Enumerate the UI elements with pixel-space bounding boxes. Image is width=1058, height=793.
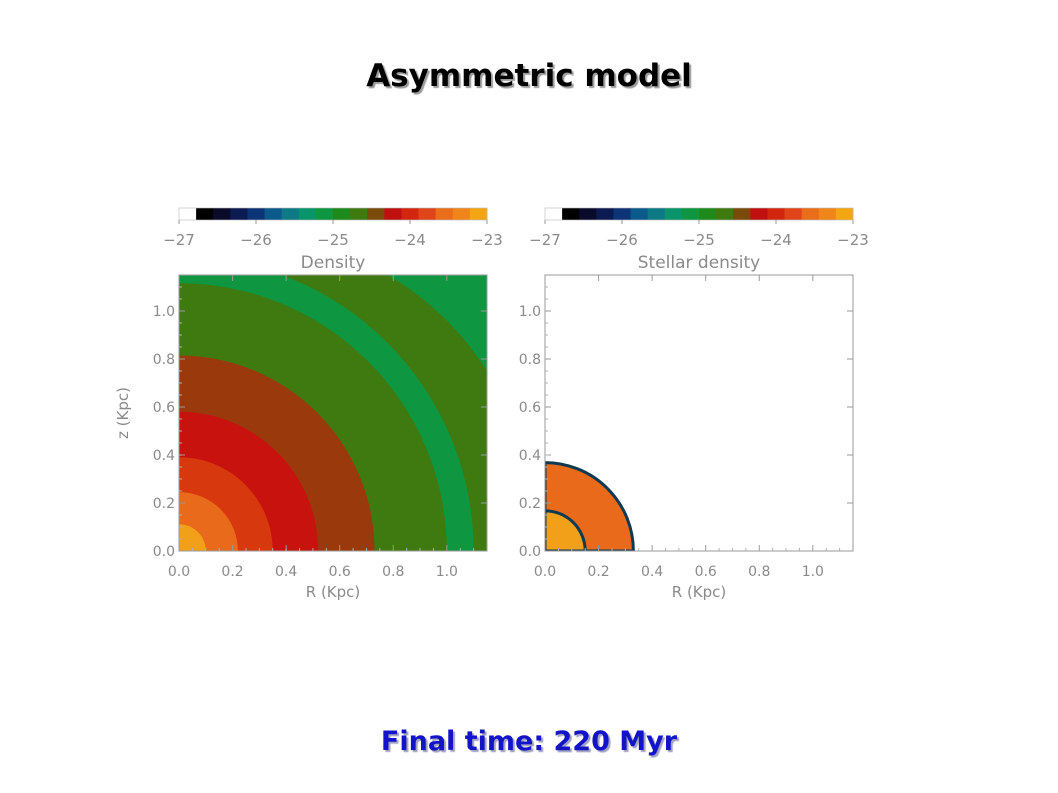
density-y-tick-label: 0.0	[153, 544, 175, 560]
density-colorbar	[178, 207, 488, 221]
stellar-density-colorbar	[544, 207, 854, 221]
density-y-tick-label: 0.4	[153, 448, 175, 464]
stellar-density-colorbar-swatch	[647, 208, 666, 220]
density-x-tick-label: 0.0	[168, 564, 190, 580]
density-x-tick-label: 0.4	[275, 564, 297, 580]
stellar-density-x-tick-label: 0.4	[641, 564, 663, 580]
stellar-density-colorbar-swatch	[767, 208, 786, 220]
density-colorbar-swatch	[452, 208, 471, 220]
stellar-density-y-tick-label: 1.0	[519, 304, 541, 320]
stellar-density-x-tick-label: 0.2	[587, 564, 609, 580]
stellar-density-colorbar-tick-label: −23	[837, 231, 869, 249]
density-y-tick-label: 0.6	[153, 400, 175, 416]
density-colorbar-swatch	[247, 208, 266, 220]
density-colorbar-swatch	[315, 208, 334, 220]
density-y-tick-label: 1.0	[153, 304, 175, 320]
stellar-density-colorbar-swatch	[699, 208, 717, 220]
slide-caption: Final time: 220 Myr	[380, 726, 678, 757]
density-colorbar-swatch	[401, 208, 420, 220]
density-colorbar-swatch	[384, 208, 402, 220]
density-colorbar-swatch	[264, 208, 283, 220]
density-colorbar-tick-label: −24	[394, 231, 426, 249]
stellar-density-x-axis-label: R (Kpc)	[672, 583, 727, 601]
density-y-tick-label: 0.2	[153, 496, 175, 512]
stellar-density-colorbar-swatch	[750, 208, 768, 220]
stellar-density-colorbar-tick-label: −25	[683, 231, 715, 249]
stellar-density-plot-frame	[544, 274, 854, 552]
stellar-density-panel: −27 −26 −25 −24 −23 Stellar density 0.0 0.2 0.…	[519, 207, 869, 601]
density-x-tick-label: 1.0	[436, 564, 458, 580]
density-x-tick-label: 0.8	[382, 564, 404, 580]
stellar-density-colorbar-tick-label: −26	[606, 231, 638, 249]
stellar-density-y-tick-label: 0.2	[519, 496, 541, 512]
density-colorbar-swatch	[418, 208, 437, 220]
stellar-density-x-tick-label: 0.0	[534, 564, 556, 580]
density-colorbar-tick-label: −26	[240, 231, 272, 249]
stellar-density-y-ticks: 0.0 0.2 0.4 0.6 0.8 1.0	[519, 286, 853, 560]
density-y-tick-label: 0.8	[153, 352, 175, 368]
stellar-density-colorbar-label: Stellar density	[638, 253, 761, 273]
density-map	[179, 275, 487, 551]
density-colorbar-swatch	[469, 208, 488, 220]
stellar-density-contour-level	[545, 509, 587, 551]
stellar-density-colorbar-swatch	[835, 208, 854, 220]
density-y-ticks: 0.0 0.2 0.4 0.6 0.8 1.0	[153, 286, 487, 560]
density-colorbar-tick-label: −25	[317, 231, 349, 249]
stellar-density-colorbar-swatch	[784, 208, 803, 220]
density-colorbar-swatch	[298, 208, 317, 220]
stellar-density-colorbar-swatch	[801, 208, 820, 220]
stellar-density-x-ticks: 0.0 0.2 0.4 0.6 0.8 1.0	[534, 275, 841, 580]
density-outer-level	[387, 275, 487, 371]
stellar-density-y-tick-label: 0.8	[519, 352, 541, 368]
stellar-density-colorbar-swatch	[545, 208, 563, 220]
stellar-density-colorbar-swatch	[562, 208, 580, 220]
stellar-density-y-tick-label: 0.0	[519, 544, 541, 560]
stellar-density-colorbar-ticks: −27 −26 −25 −24 −23	[529, 220, 869, 249]
density-colorbar-ticks: −27 −26 −25 −24 −23	[163, 220, 503, 249]
density-colorbar-swatch	[367, 208, 385, 220]
slide-title: Asymmetric model	[366, 58, 692, 94]
stellar-density-colorbar-swatch	[664, 208, 683, 220]
stellar-density-colorbar-swatch	[681, 208, 700, 220]
stellar-density-y-tick-label: 0.4	[519, 448, 541, 464]
density-x-axis-label: R (Kpc)	[306, 583, 361, 601]
stellar-density-map	[545, 461, 635, 551]
density-y-axis-label: z (Kpc)	[114, 387, 132, 439]
stellar-density-colorbar-swatch	[733, 208, 751, 220]
density-colorbar-swatch	[435, 208, 454, 220]
density-colorbar-swatch	[213, 208, 231, 220]
density-contour-level	[179, 524, 206, 551]
density-x-tick-label: 0.6	[329, 564, 351, 580]
density-colorbar-swatch	[196, 208, 214, 220]
stellar-density-colorbar-swatch	[716, 208, 734, 220]
density-colorbar-tick-label: −23	[471, 231, 503, 249]
density-x-tick-label: 0.2	[221, 564, 243, 580]
density-panel: −27 −26 −25 −24 −23 Density 0.0 0.2 0.4 0.6 0.8 1…	[114, 207, 503, 601]
stellar-density-colorbar-swatch	[596, 208, 614, 220]
stellar-density-x-tick-label: 0.6	[695, 564, 717, 580]
stellar-density-colorbar-swatch	[818, 208, 837, 220]
stellar-density-x-tick-label: 1.0	[802, 564, 824, 580]
density-plot-frame	[178, 274, 488, 552]
density-x-ticks: 0.0 0.2 0.4 0.6 0.8 1.0	[168, 275, 475, 580]
density-colorbar-swatch	[281, 208, 300, 220]
stellar-density-y-tick-label: 0.6	[519, 400, 541, 416]
density-colorbar-swatch	[179, 208, 197, 220]
stellar-density-colorbar-tick-label: −27	[529, 231, 561, 249]
density-colorbar-swatch	[333, 208, 351, 220]
density-colorbar-tick-label: −27	[163, 231, 195, 249]
density-colorbar-label: Density	[301, 253, 366, 273]
density-colorbar-swatch	[350, 208, 368, 220]
density-colorbar-swatch	[230, 208, 248, 220]
stellar-density-colorbar-swatch	[613, 208, 632, 220]
stellar-density-colorbar-swatch	[579, 208, 597, 220]
stellar-density-colorbar-tick-label: −24	[760, 231, 792, 249]
stellar-density-x-tick-label: 0.8	[748, 564, 770, 580]
stellar-density-colorbar-swatch	[630, 208, 649, 220]
